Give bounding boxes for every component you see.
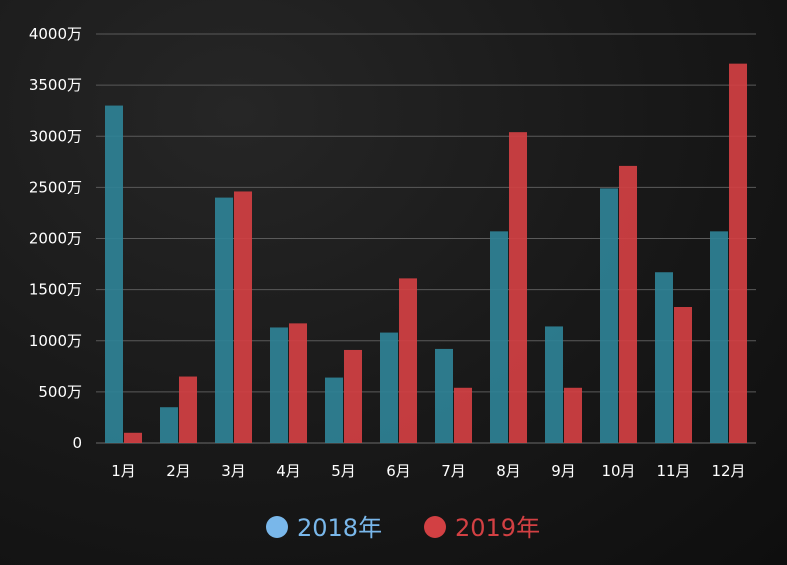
y-tick-label: 500万 — [38, 383, 82, 401]
bar-2018-2[interactable] — [160, 407, 178, 443]
y-tick-label: 3500万 — [29, 76, 82, 94]
x-tick-label: 10月 — [601, 462, 635, 480]
bar-2018-3[interactable] — [215, 197, 233, 443]
bar-2019-12[interactable] — [729, 63, 747, 444]
y-tick-label: 2000万 — [29, 230, 82, 248]
bar-2019-1[interactable] — [124, 432, 142, 443]
y-tick-label: 0 — [72, 434, 82, 452]
y-tick-label: 3000万 — [29, 127, 82, 145]
bar-2018-12[interactable] — [710, 231, 728, 443]
x-tick-label: 9月 — [551, 462, 576, 480]
legend-item-2018[interactable]: 2018年 — [266, 514, 382, 542]
x-axis: 1月 2月 3月 4月 5月 6月 7月 8月 9月 10月 11月 12月 — [111, 462, 745, 480]
y-axis: 0 500万 1000万 1500万 2000万 2500万 3000万 3500万 4000万 — [29, 25, 82, 452]
x-tick-label: 11月 — [656, 462, 690, 480]
bar-2019-11[interactable] — [674, 307, 692, 443]
x-tick-label: 3月 — [221, 462, 246, 480]
x-tick-label: 7月 — [441, 462, 466, 480]
legend[interactable]: 2018年 2019年 — [266, 514, 540, 542]
y-tick-label: 1500万 — [29, 281, 82, 299]
bar-2019-2[interactable] — [179, 376, 197, 443]
legend-dot-icon — [266, 516, 288, 538]
bar-2019-4[interactable] — [289, 323, 307, 443]
bar-2018-5[interactable] — [325, 377, 343, 443]
legend-label: 2019年 — [455, 514, 540, 542]
bar-2019-6[interactable] — [399, 278, 417, 443]
y-tick-label: 1000万 — [29, 332, 82, 350]
bar-2018-4[interactable] — [270, 327, 288, 443]
y-tick-label: 4000万 — [29, 25, 82, 43]
legend-dot-icon — [424, 516, 446, 538]
bar-2018-8[interactable] — [490, 231, 508, 443]
gridlines — [96, 33, 756, 444]
bar-2018-7[interactable] — [435, 348, 453, 443]
bar-2018-1[interactable] — [105, 105, 123, 443]
x-tick-label: 6月 — [386, 462, 411, 480]
bar-2018-6[interactable] — [380, 332, 398, 443]
x-tick-label: 5月 — [331, 462, 356, 480]
bar-2018-10[interactable] — [600, 188, 618, 443]
x-tick-label: 12月 — [711, 462, 745, 480]
bars — [105, 63, 747, 444]
bar-2018-9[interactable] — [545, 326, 563, 443]
legend-item-2019[interactable]: 2019年 — [424, 514, 540, 542]
bar-2019-9[interactable] — [564, 387, 582, 443]
x-tick-label: 2月 — [166, 462, 191, 480]
legend-label: 2018年 — [297, 514, 382, 542]
x-tick-label: 4月 — [276, 462, 301, 480]
bar-2019-3[interactable] — [234, 191, 252, 443]
x-tick-label: 8月 — [496, 462, 521, 480]
bar-2019-10[interactable] — [619, 165, 637, 443]
bar-2019-8[interactable] — [509, 132, 527, 443]
bar-2019-5[interactable] — [344, 349, 362, 443]
y-tick-label: 2500万 — [29, 178, 82, 196]
x-tick-label: 1月 — [111, 462, 136, 480]
bar-2018-11[interactable] — [655, 272, 673, 443]
bar-2019-7[interactable] — [454, 387, 472, 443]
